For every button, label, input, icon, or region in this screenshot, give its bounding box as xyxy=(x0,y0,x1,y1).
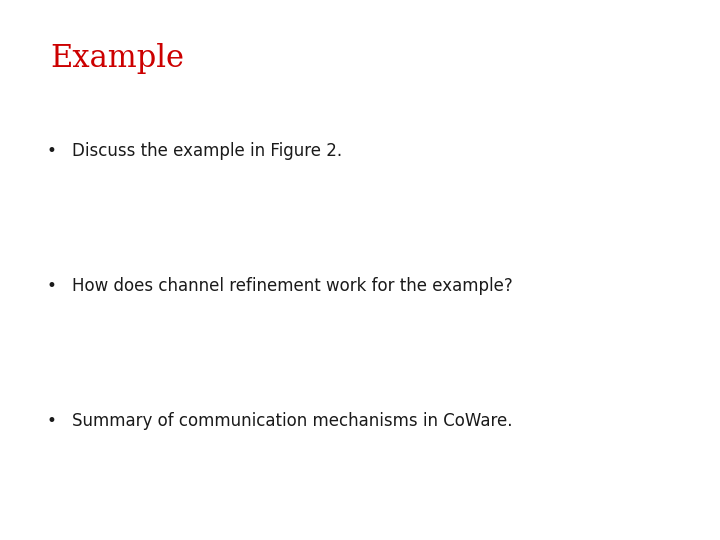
Text: •: • xyxy=(47,412,57,430)
Text: How does channel refinement work for the example?: How does channel refinement work for the… xyxy=(72,277,513,295)
Text: Example: Example xyxy=(50,43,184,74)
Text: •: • xyxy=(47,142,57,160)
Text: •: • xyxy=(47,277,57,295)
Text: Summary of communication mechanisms in CoWare.: Summary of communication mechanisms in C… xyxy=(72,412,513,430)
Text: Discuss the example in Figure 2.: Discuss the example in Figure 2. xyxy=(72,142,342,160)
